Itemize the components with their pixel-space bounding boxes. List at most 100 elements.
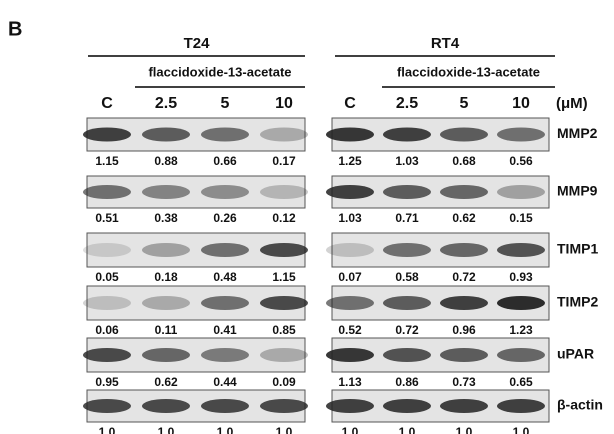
band: [383, 243, 431, 257]
band: [83, 185, 131, 199]
band: [326, 185, 374, 199]
densitometry-value: 0.58: [395, 270, 419, 284]
band: [201, 185, 249, 199]
densitometry-value: 0.05: [95, 270, 119, 284]
densitometry-value: 0.12: [272, 211, 296, 225]
densitometry-value: 0.73: [452, 375, 476, 389]
densitometry-value: 0.09: [272, 375, 296, 389]
treatment-label: flaccidoxide-13-acetate: [148, 64, 291, 79]
protein-label: TIMP1: [557, 241, 598, 257]
band: [201, 399, 249, 413]
group-name: RT4: [431, 35, 460, 52]
densitometry-value: 0.93: [509, 270, 533, 284]
band: [142, 399, 190, 413]
densitometry-value: 0.11: [155, 323, 178, 337]
band: [440, 296, 488, 310]
band: [383, 399, 431, 413]
band: [326, 243, 374, 257]
band: [260, 296, 308, 310]
lane-label: C: [101, 95, 113, 112]
densitometry-value: 1.0: [276, 425, 293, 434]
densitometry-value: 0.71: [395, 211, 419, 225]
band: [497, 185, 545, 199]
densitometry-value: 1.0: [158, 425, 175, 434]
densitometry-value: 0.07: [338, 270, 362, 284]
densitometry-value: 0.95: [95, 375, 119, 389]
densitometry-value: 1.0: [513, 425, 530, 434]
band: [497, 243, 545, 257]
densitometry-value: 0.96: [452, 323, 476, 337]
band: [440, 128, 488, 142]
densitometry-value: 0.44: [213, 375, 237, 389]
band: [440, 348, 488, 362]
densitometry-value: 0.88: [154, 154, 178, 168]
lane-label: 5: [460, 95, 469, 112]
protein-label: MMP2: [557, 125, 598, 141]
band: [440, 185, 488, 199]
unit-label: (μM): [556, 95, 588, 112]
band: [497, 399, 545, 413]
lane-label: 2.5: [155, 95, 177, 112]
band: [440, 399, 488, 413]
protein-label: TIMP2: [557, 294, 598, 310]
band: [142, 128, 190, 142]
band: [201, 243, 249, 257]
band: [201, 128, 249, 142]
lane-label: 10: [512, 95, 530, 112]
densitometry-value: 1.0: [399, 425, 416, 434]
band: [142, 243, 190, 257]
densitometry-value: 0.85: [272, 323, 296, 337]
densitometry-value: 1.03: [338, 211, 362, 225]
band: [326, 399, 374, 413]
band: [326, 296, 374, 310]
densitometry-value: 1.23: [509, 323, 533, 337]
band: [201, 296, 249, 310]
densitometry-value: 1.0: [217, 425, 234, 434]
band: [497, 348, 545, 362]
band: [83, 128, 131, 142]
band: [201, 348, 249, 362]
protein-label: β-actin: [557, 397, 603, 413]
band: [83, 243, 131, 257]
band: [497, 128, 545, 142]
band: [142, 348, 190, 362]
band: [326, 128, 374, 142]
densitometry-value: 1.15: [95, 154, 119, 168]
densitometry-value: 0.51: [95, 211, 119, 225]
densitometry-value: 1.25: [338, 154, 362, 168]
band: [326, 348, 374, 362]
densitometry-value: 0.62: [452, 211, 476, 225]
band: [383, 128, 431, 142]
densitometry-value: 0.41: [213, 323, 237, 337]
panel-label: B: [8, 18, 22, 40]
band: [83, 296, 131, 310]
protein-label: MMP9: [557, 183, 598, 199]
band: [142, 296, 190, 310]
band: [260, 243, 308, 257]
lane-label: C: [344, 95, 356, 112]
densitometry-value: 0.72: [452, 270, 476, 284]
group-name: T24: [184, 35, 211, 52]
densitometry-value: 1.0: [456, 425, 473, 434]
densitometry-value: 0.17: [272, 154, 296, 168]
band: [383, 348, 431, 362]
band: [260, 128, 308, 142]
densitometry-value: 0.18: [154, 270, 178, 284]
band: [83, 399, 131, 413]
band: [142, 185, 190, 199]
densitometry-value: 0.26: [213, 211, 237, 225]
densitometry-value: 0.66: [213, 154, 237, 168]
band: [497, 296, 545, 310]
band: [260, 399, 308, 413]
densitometry-value: 1.03: [395, 154, 419, 168]
densitometry-value: 0.56: [509, 154, 533, 168]
band: [83, 348, 131, 362]
densitometry-value: 0.68: [452, 154, 476, 168]
figure: B T24flaccidoxide-13-acetateC2.5510RT4fl…: [0, 0, 614, 434]
densitometry-value: 0.86: [395, 375, 419, 389]
densitometry-value: 0.38: [154, 211, 178, 225]
band: [260, 348, 308, 362]
band: [383, 185, 431, 199]
lane-label: 2.5: [396, 95, 418, 112]
densitometry-value: 0.06: [95, 323, 119, 337]
